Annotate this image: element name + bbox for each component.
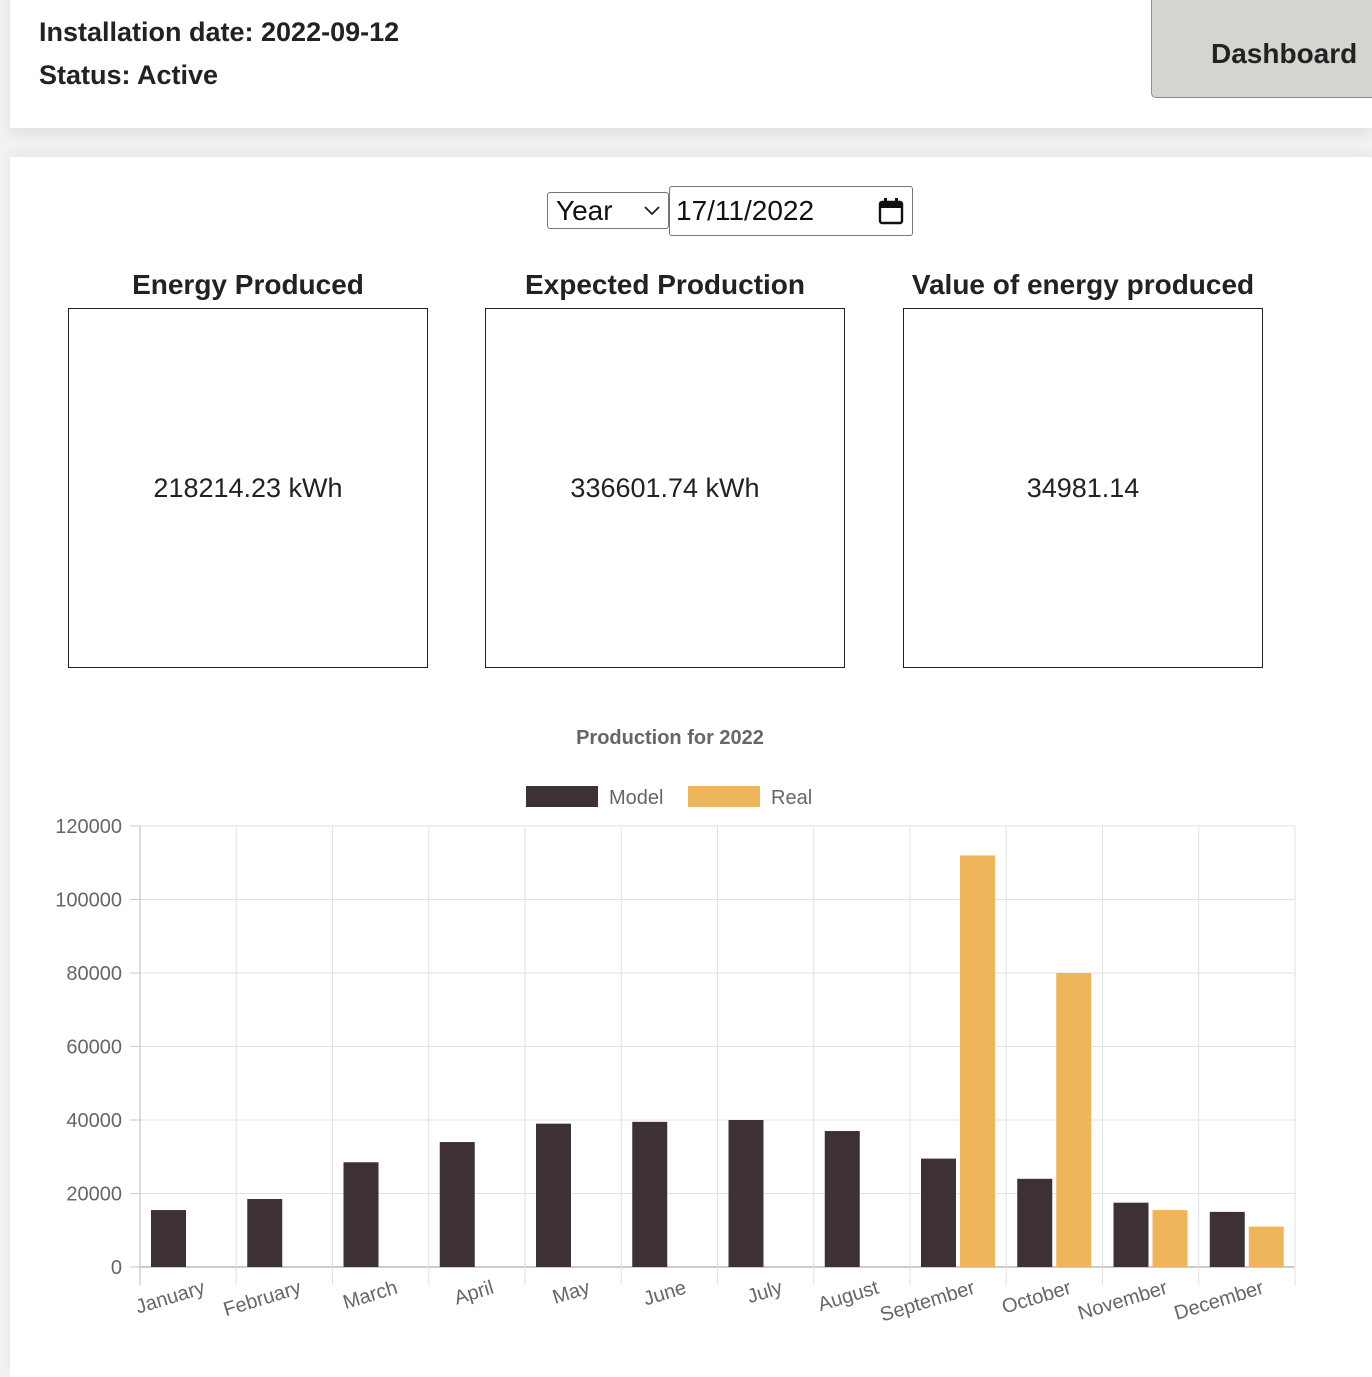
- y-tick-label: 80000: [66, 963, 122, 985]
- bar-real-october: [1056, 973, 1092, 1267]
- system-info-card: Installation date: 2022-09-12 Status: Ac…: [10, 0, 1372, 128]
- date-input[interactable]: 17/11/2022: [669, 186, 913, 236]
- x-tick-label-march: March: [341, 1277, 401, 1314]
- x-tick-label-january: January: [133, 1277, 207, 1319]
- bar-model-march: [343, 1162, 379, 1267]
- x-tick-label-december: December: [1172, 1277, 1267, 1325]
- x-tick-label-july: July: [745, 1277, 785, 1308]
- expected-production-value: 336601.74 kWh: [570, 472, 760, 503]
- y-tick-label: 20000: [66, 1184, 122, 1206]
- y-tick-label: 0: [111, 1257, 122, 1279]
- date-input-value: 17/11/2022: [676, 195, 815, 226]
- x-tick-label-april: April: [452, 1277, 497, 1310]
- period-select[interactable]: Year: [547, 192, 669, 229]
- installation-date: Installation date: 2022-09-12: [39, 17, 400, 47]
- energy-produced-title: Energy Produced: [132, 269, 364, 300]
- period-select-value: Year: [556, 195, 613, 226]
- bar-model-february: [247, 1199, 283, 1267]
- bar-model-december: [1209, 1211, 1245, 1267]
- legend-label-model: Model: [609, 787, 663, 809]
- bar-model-august: [824, 1131, 860, 1267]
- bar-model-september: [921, 1158, 956, 1267]
- y-tick-label: 60000: [66, 1037, 122, 1059]
- bar-model-january: [151, 1210, 186, 1267]
- expected-production-title: Expected Production: [524, 269, 806, 300]
- x-tick-label-june: June: [641, 1277, 689, 1311]
- bar-model-october: [1017, 1178, 1053, 1267]
- chevron-down-icon: [644, 206, 660, 216]
- energy-value-box: 34981.14: [903, 308, 1263, 668]
- bar-model-july: [728, 1120, 764, 1267]
- expected-production-box: 336601.74 kWh: [485, 308, 845, 668]
- x-tick-label-september: September: [878, 1277, 978, 1327]
- x-tick-label-october: October: [999, 1277, 1074, 1319]
- legend-label-real: Real: [771, 787, 812, 809]
- y-tick-label: 120000: [55, 816, 122, 838]
- legend-swatch-model: [526, 786, 598, 807]
- dashboard-button[interactable]: Dashboard: [1151, 0, 1372, 98]
- x-tick-label-november: November: [1075, 1277, 1170, 1325]
- x-tick-label-august: August: [815, 1277, 881, 1316]
- system-status: Status: Active: [39, 60, 219, 90]
- energy-value-title: Value of energy produced: [911, 269, 1255, 300]
- x-tick-label-may: May: [550, 1277, 593, 1309]
- energy-produced-value: 218214.23 kWh: [153, 472, 343, 503]
- bar-real-november: [1152, 1210, 1188, 1267]
- calendar-icon[interactable]: [878, 197, 904, 225]
- energy-produced-box: 218214.23 kWh: [68, 308, 428, 668]
- bar-real-september: [960, 855, 995, 1267]
- bar-model-june: [632, 1121, 668, 1267]
- y-tick-label: 100000: [55, 890, 122, 912]
- y-tick-label: 40000: [66, 1110, 122, 1132]
- legend-swatch-real: [688, 786, 760, 807]
- energy-value-value: 34981.14: [1026, 472, 1140, 503]
- bar-model-april: [439, 1142, 475, 1267]
- bar-real-december: [1248, 1226, 1284, 1267]
- x-tick-label-february: February: [221, 1277, 304, 1321]
- chart-title: Production for 2022: [576, 727, 764, 749]
- production-panel: Year 17/11/2022 Energy Produced 218214.2…: [10, 157, 1372, 1377]
- bar-model-november: [1113, 1202, 1149, 1267]
- bar-model-may: [536, 1123, 571, 1267]
